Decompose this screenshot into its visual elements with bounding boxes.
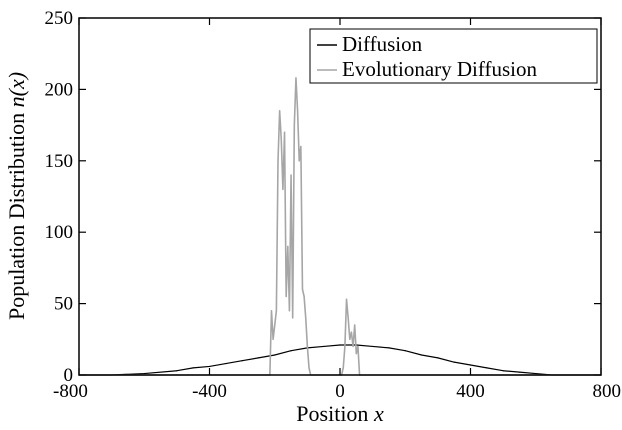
data-point-1-50 — [357, 345, 359, 348]
y-tick-label: 250 — [45, 8, 74, 29]
data-point-0-12 — [323, 345, 325, 348]
data-point-1-14 — [290, 174, 292, 176]
data-point-0-18 — [420, 354, 423, 356]
data-point-1-13 — [288, 310, 291, 312]
data-point-0-7 — [241, 360, 243, 362]
data-point-0-24 — [518, 371, 521, 373]
data-point-1-8 — [280, 138, 282, 140]
data-point-1-10 — [283, 131, 286, 133]
data-point-1-7 — [279, 110, 281, 112]
legend: Diffusion Evolutionary Diffusion — [309, 28, 598, 84]
data-point-1-44 — [347, 317, 349, 319]
data-point-1-20 — [300, 145, 302, 148]
legend-label-diffusion: Diffusion — [342, 32, 423, 56]
data-point-1-9 — [282, 188, 284, 190]
legend-label-evolutionary-diffusion: Evolutionary Diffusion — [342, 57, 538, 81]
data-point-1-12 — [287, 245, 289, 248]
data-point-0-16 — [388, 347, 390, 349]
data-point-0-21 — [469, 364, 472, 366]
data-point-1-6 — [277, 160, 279, 162]
data-point-1-5 — [275, 310, 277, 312]
data-point-1-18 — [296, 110, 299, 112]
data-point-1-24 — [306, 345, 308, 348]
y-tick-label: 200 — [45, 79, 74, 100]
data-point-1-41 — [342, 367, 344, 369]
data-point-1-22 — [303, 295, 305, 298]
data-point-1-21 — [301, 288, 304, 290]
data-point-1-23 — [305, 317, 307, 319]
data-point-0-13 — [339, 344, 341, 346]
data-point-0-2 — [143, 372, 145, 375]
data-point-0-19 — [437, 357, 439, 359]
data-point-0-4 — [192, 367, 194, 369]
data-point-1-17 — [295, 77, 297, 79]
legend-box — [309, 28, 598, 84]
data-point-1-19 — [298, 160, 300, 162]
data-point-0-10 — [290, 350, 292, 352]
x-tick-label: -800 — [53, 381, 88, 402]
y-tick-label: 150 — [45, 151, 74, 172]
data-point-0-17 — [404, 350, 406, 352]
y-tick-label: 100 — [45, 222, 74, 243]
data-point-1-43 — [345, 298, 348, 300]
y-tick-label: 50 — [54, 294, 73, 315]
x-tick-label: 400 — [456, 381, 485, 402]
data-point-0-9 — [274, 354, 276, 356]
data-point-0-3 — [176, 370, 178, 372]
data-point-1-47 — [352, 345, 354, 348]
data-point-1-3 — [272, 338, 274, 340]
data-point-0-8 — [257, 357, 260, 359]
data-point-0-15 — [372, 345, 374, 348]
x-tick-label: -400 — [192, 381, 227, 402]
data-point-1-2 — [270, 310, 273, 312]
data-point-1-45 — [349, 338, 351, 340]
data-point-0-23 — [502, 370, 504, 372]
x-tick-label: 800 — [593, 381, 622, 402]
data-point-0-6 — [225, 362, 227, 365]
data-point-1-25 — [308, 367, 310, 369]
data-point-1-46 — [350, 331, 353, 333]
y-axis-title: Population Distribution n(x) — [4, 72, 29, 320]
data-point-1-48 — [354, 324, 356, 326]
x-axis-title: Position x — [296, 401, 384, 426]
data-point-0-20 — [453, 361, 455, 363]
data-point-1-11 — [285, 295, 287, 298]
x-tick-label: 0 — [335, 381, 345, 402]
data-point-1-16 — [293, 124, 295, 126]
tick-layer: -800 -400 0 400 800 0 50 100 150 200 250 — [45, 8, 622, 402]
data-point-1-15 — [292, 317, 294, 319]
data-point-0-22 — [486, 367, 488, 369]
data-point-0-5 — [208, 365, 211, 368]
data-point-1-42 — [344, 345, 346, 348]
data-point-1-4 — [274, 324, 276, 326]
data-point-1-49 — [355, 352, 357, 355]
y-tick-label: 0 — [64, 365, 74, 386]
data-point-0-25 — [535, 372, 537, 375]
